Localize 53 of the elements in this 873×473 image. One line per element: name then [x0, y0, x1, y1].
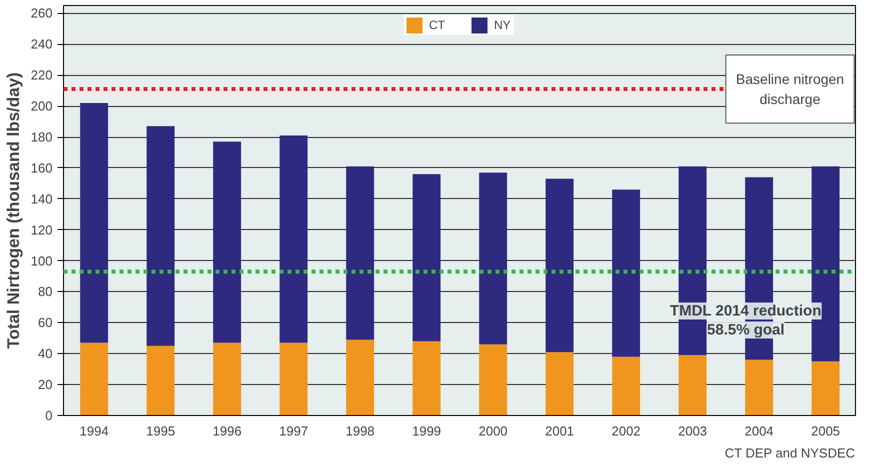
bar — [612, 190, 640, 357]
x-tick-label: 2002 — [612, 424, 641, 438]
bar — [146, 126, 175, 346]
x-tick-label: 1997 — [279, 424, 308, 438]
bar — [280, 342, 308, 416]
bar — [412, 341, 441, 416]
y-tick-label: 60 — [38, 315, 53, 330]
bar — [80, 342, 108, 416]
y-tick-label: 200 — [30, 98, 53, 114]
bar — [346, 340, 374, 416]
ref-line-label: Baseline nitrogen discharge — [736, 71, 844, 108]
y-tick-label: 100 — [30, 253, 53, 268]
legend-label: NY — [494, 18, 512, 32]
bar — [146, 346, 175, 416]
x-tick-label: 1994 — [80, 424, 109, 438]
bar — [678, 355, 707, 416]
legend-label: CT — [429, 18, 446, 32]
x-tick-label: 1996 — [212, 424, 242, 438]
x-tick-label: 2005 — [811, 424, 840, 438]
x-tick-label: 2001 — [545, 424, 574, 438]
y-tick-label: 0 — [45, 408, 53, 423]
y-tick-label: 20 — [38, 377, 53, 392]
bar — [213, 342, 242, 416]
bar — [479, 344, 508, 416]
y-tick-label: 160 — [30, 160, 53, 176]
y-tick-label: 120 — [30, 222, 53, 238]
bar — [546, 178, 574, 352]
bar — [213, 142, 242, 343]
text: CT DEP and NYSDEC — [724, 446, 856, 460]
bar — [812, 361, 840, 416]
y-tick-label: 40 — [38, 346, 53, 362]
bar — [412, 174, 441, 342]
bar — [546, 352, 574, 416]
bar — [612, 356, 640, 416]
bar — [80, 102, 108, 343]
bar — [745, 360, 774, 416]
y-tick-label: 180 — [30, 130, 53, 145]
x-tick-label: 2003 — [678, 424, 708, 438]
x-tick-label: 1998 — [346, 424, 375, 438]
ref-line-label: TMDL 2014 reduction 58.5% goal — [670, 302, 822, 339]
x-tick-label: 2000 — [478, 424, 508, 438]
bar — [346, 166, 374, 340]
x-tick-label: 1995 — [146, 424, 176, 438]
y-tick-label: 140 — [30, 191, 53, 206]
bar — [479, 172, 508, 344]
x-tick-label: 2004 — [744, 424, 774, 438]
x-tick-label: 1999 — [412, 424, 442, 438]
y-tick-label: 220 — [30, 68, 53, 83]
y-axis-title: Total Nirtrogen (thousand lbs/day) — [4, 72, 23, 349]
y-tick-label: 260 — [30, 6, 53, 21]
y-tick-label: 80 — [38, 284, 53, 300]
y-tick-label: 240 — [30, 36, 53, 52]
bar — [280, 135, 308, 343]
